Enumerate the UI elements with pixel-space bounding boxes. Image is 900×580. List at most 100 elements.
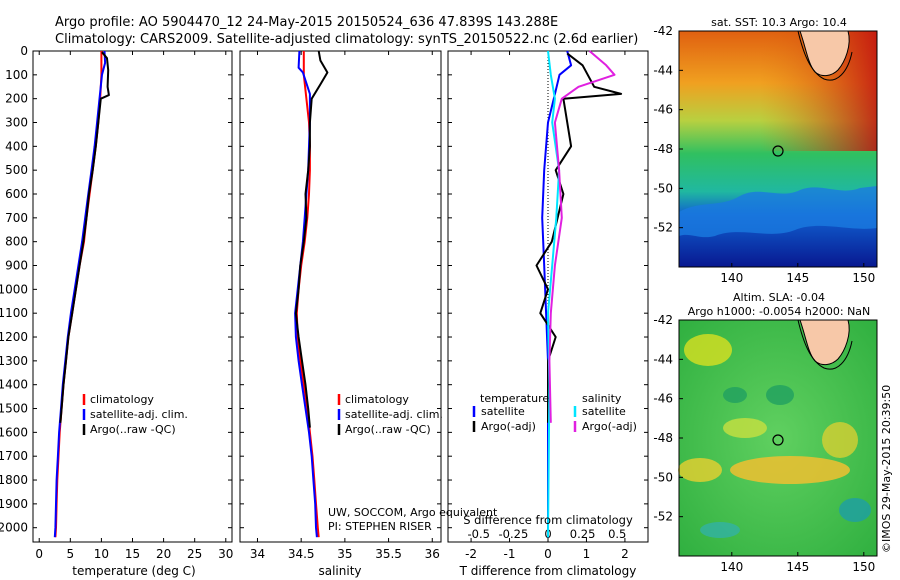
depth-tick-label: 1500 <box>0 402 28 416</box>
legend-label-satellite: satellite-adj. clim. <box>90 408 188 421</box>
depth-tick-label: 400 <box>5 139 28 153</box>
imos-credit: ©IMOS 29-May-2015 20:39:50 <box>880 385 893 553</box>
sst-cold-front <box>679 186 877 238</box>
depth-axis-labels: 0 100 200 300 400 500 600 700 800 900 1000 1100 1200… <box>0 44 28 535</box>
pi-info: PI: STEPHEN RISER <box>328 520 432 533</box>
depth-tick-label: 1800 <box>0 473 28 487</box>
depth-tick-label: 1200 <box>0 330 28 344</box>
map-lon-label: 145 <box>786 560 809 574</box>
x-tick-label: 15 <box>125 547 140 561</box>
legend-title-salinity: salinity <box>582 392 622 405</box>
x-tick-label: 5 <box>66 547 74 561</box>
map-lon-label: 150 <box>852 560 875 574</box>
map-lat-label: -46 <box>653 392 673 406</box>
x-tick-label: 1 <box>583 547 591 561</box>
sla-blob <box>678 458 722 482</box>
map-lat-label: -52 <box>653 510 673 524</box>
difference-xlabel: T difference from climatology <box>459 564 637 578</box>
salinity-plot: 34 34.5 35 35.5 36 <box>240 50 441 561</box>
sla-blob <box>839 498 871 522</box>
salinity-legend: climatology satellite-adj. clim. Argo(..… <box>337 393 443 436</box>
x-tick-label: 0 <box>544 547 552 561</box>
sla-blob <box>766 385 794 405</box>
depth-tick-label: 800 <box>5 235 28 249</box>
map-lat-label: -50 <box>653 181 673 195</box>
sla-map-axes: 140 145 150 -42 -44 -46 -48 -50 -52 <box>653 313 875 574</box>
depth-tick-label: 600 <box>5 187 28 201</box>
argo-position-marker <box>772 145 784 157</box>
x-tick-label: 2 <box>621 547 629 561</box>
legend-label-climatology: climatology <box>90 393 154 406</box>
tasmania-land <box>799 319 850 366</box>
map-lat-label: -44 <box>653 63 673 77</box>
series-line <box>53 50 107 538</box>
x-tick-label: 34.5 <box>288 547 315 561</box>
sla-contour <box>797 319 853 370</box>
sla-blob <box>684 334 732 366</box>
legend-title-temperature: temperature <box>480 392 549 405</box>
float-info: UW, SOCCOM, Argo equivalent <box>328 506 498 519</box>
s-tick-label: 0.25 <box>570 527 596 541</box>
depth-tick-label: 900 <box>5 259 28 273</box>
map-lat-label: -42 <box>653 24 673 38</box>
legend-label-s-satellite: satellite <box>582 405 626 418</box>
x-tick-label: 30 <box>218 547 233 561</box>
sst-map: sat. SST: 10.3 Argo: 10.4 140 145 150 -42 -4… <box>653 16 878 285</box>
argo-position-marker <box>772 434 784 446</box>
x-tick-label: 36 <box>425 547 440 561</box>
salinity-panel <box>239 50 442 543</box>
s-tick-label: 0.5 <box>608 527 626 541</box>
difference-legend: temperature salinity satellite Argo(-adj… <box>472 392 637 433</box>
x-tick-label: 35 <box>337 547 352 561</box>
map-lat-label: -44 <box>653 352 673 366</box>
sst-contour <box>797 30 853 81</box>
depth-tick-label: 1000 <box>0 282 28 296</box>
legend-label-satellite: satellite-adj. clim. <box>345 408 443 421</box>
depth-tick-label: 300 <box>5 116 28 130</box>
sla-blob <box>723 418 767 438</box>
map-lon-label: 140 <box>720 271 743 285</box>
figure-title: Argo profile: AO 5904470_12 24-May-2015 … <box>55 15 558 30</box>
depth-tick-label: 1700 <box>0 449 28 463</box>
x-tick-label: 25 <box>187 547 202 561</box>
map-lat-label: -42 <box>653 313 673 327</box>
sla-blob <box>730 456 850 484</box>
x-tick-label: -1 <box>504 547 516 561</box>
series-line <box>548 50 616 423</box>
map-lat-label: -48 <box>653 142 673 156</box>
legend-label-climatology: climatology <box>345 393 409 406</box>
depth-tick-label: 700 <box>5 211 28 225</box>
map-lat-label: -52 <box>653 221 673 235</box>
depth-tick-label: 200 <box>5 92 28 106</box>
sla-map-subtitle: Argo h1000: -0.0054 h2000: NaN <box>688 305 871 318</box>
sla-blob <box>723 387 747 403</box>
series-line <box>59 51 110 423</box>
depth-tick-label: 1600 <box>0 425 28 439</box>
s-tick-label: -0.25 <box>499 527 529 541</box>
salinity-xlabel: salinity <box>318 564 361 578</box>
legend-label-t-argo: Argo(-adj) <box>481 420 536 433</box>
x-tick-label: 10 <box>94 547 109 561</box>
x-tick-label: 34 <box>250 547 265 561</box>
s-tick-label: -0.5 <box>468 527 490 541</box>
temperature-panel <box>32 50 233 543</box>
temperature-xlabel: temperature (deg C) <box>72 564 195 578</box>
x-tick-label: 35.5 <box>375 547 402 561</box>
legend-label-t-satellite: satellite <box>481 405 525 418</box>
map-lon-label: 140 <box>720 560 743 574</box>
map-lat-label: -50 <box>653 470 673 484</box>
depth-tick-label: 500 <box>5 163 28 177</box>
map-lat-label: -46 <box>653 103 673 117</box>
map-lon-label: 145 <box>786 271 809 285</box>
sla-map: Altim. SLA: -0.04 Argo h1000: -0.0054 h2… <box>653 291 878 574</box>
map-lon-label: 150 <box>852 271 875 285</box>
x-tick-label: -2 <box>465 547 477 561</box>
depth-tick-label: 1900 <box>0 497 28 511</box>
tasmania-land <box>799 30 850 77</box>
depth-tick-label: 0 <box>20 44 28 58</box>
x-tick-label: 20 <box>156 547 171 561</box>
temperature-legend: climatology satellite-adj. clim. Argo(..… <box>82 393 188 436</box>
x-tick-label: 0 <box>35 547 43 561</box>
depth-tick-label: 1300 <box>0 354 28 368</box>
series-line <box>294 50 329 428</box>
